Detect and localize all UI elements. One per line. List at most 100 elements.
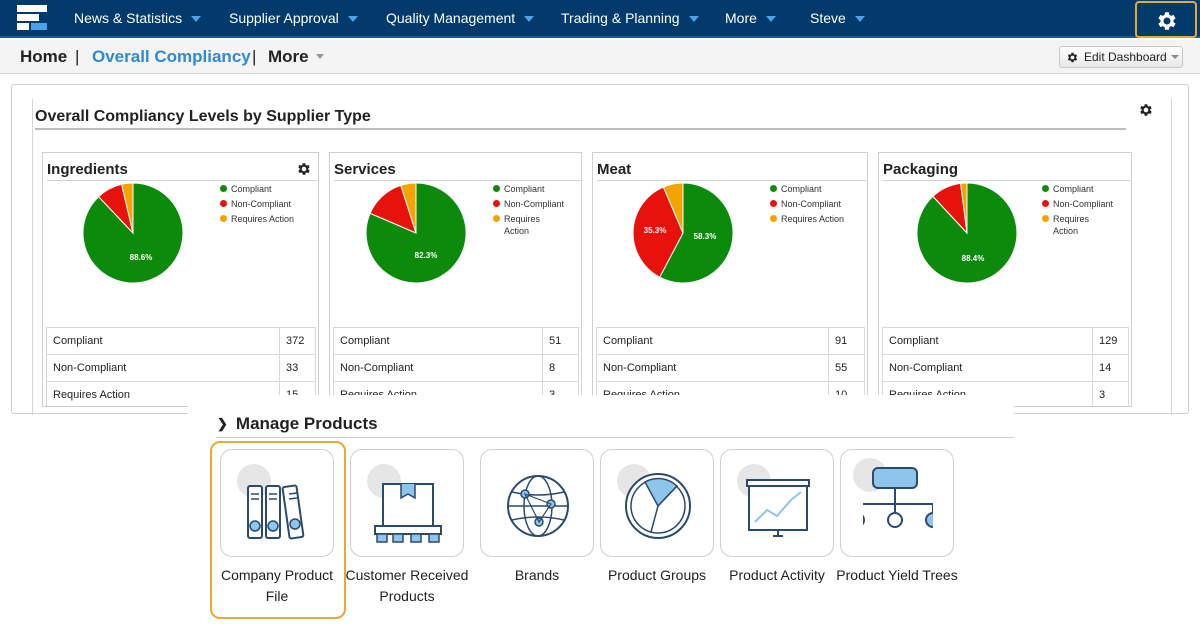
nav-label: Quality Management (386, 10, 516, 26)
chevron-down-icon (524, 16, 535, 22)
chevron-down-icon (191, 16, 202, 22)
legend-label: Compliant (504, 184, 545, 194)
nav-item-trading-planning[interactable]: Trading & Planning (561, 0, 699, 38)
chevron-down-icon (765, 16, 776, 22)
table-cell-value: 14 (1092, 354, 1129, 382)
nav-label: Supplier Approval (229, 10, 339, 26)
pie-chart-meat: 58.3% 35.3% (632, 182, 734, 284)
legend-label: Non-Compliant (1053, 199, 1114, 209)
compliance-card-meat: Meat 58.3% 35.3% Compliant Non-Compliant… (592, 152, 868, 407)
legend-item-compliant: Compliant (493, 183, 564, 195)
card-title: Ingredients (47, 161, 128, 178)
divider (47, 180, 317, 181)
table-cell-label: Compliant (596, 327, 829, 355)
nav-item-user-menu[interactable]: Steve (810, 0, 865, 38)
table-row: Non-Compliant 8 (333, 354, 579, 382)
tile-label-product-activity[interactable]: Product Activity (729, 567, 825, 583)
table-row: Compliant 51 (333, 327, 579, 355)
pie-label-compliant: 88.4% (962, 254, 985, 263)
breadcrumb-current-link[interactable]: Overall Compliancy (92, 47, 251, 66)
breadcrumb-more-label: More (268, 47, 309, 66)
tile-label-brands[interactable]: Brands (514, 567, 560, 583)
divider (334, 180, 580, 181)
legend-dot (770, 185, 777, 192)
table-row: Compliant 91 (596, 327, 865, 355)
app-logo-icon[interactable] (17, 3, 49, 35)
card-title: Packaging (883, 161, 959, 178)
table-cell-value: 3 (1092, 381, 1129, 406)
tile-product-yield-trees[interactable] (840, 449, 954, 557)
pie-chart-icon (625, 473, 691, 539)
legend-item-non-compliant: Non-Compliant (220, 198, 294, 210)
edit-dashboard-label: Edit Dashboard (1084, 50, 1167, 64)
chevron-right-icon: ❯ (217, 416, 228, 431)
legend-dot (493, 200, 500, 207)
tile-label-product-yield-trees[interactable]: Product Yield Trees (836, 567, 958, 583)
legend-label: Requires Action (504, 214, 541, 236)
nav-label: Steve (810, 10, 846, 26)
chevron-down-icon (1170, 55, 1179, 59)
legend-label: Requires Action (781, 214, 845, 224)
table-cell-label: Compliant (46, 327, 280, 355)
nav-item-news-statistics[interactable]: News & Statistics (74, 0, 202, 38)
pie-label-compliant: 88.6% (130, 253, 153, 262)
divider (883, 180, 1130, 181)
card-settings-gear-icon[interactable] (296, 161, 312, 177)
table-row: Non-Compliant 14 (882, 354, 1129, 382)
section-title: Manage Products (235, 414, 378, 433)
breadcrumb-more-dropdown[interactable]: More (268, 47, 324, 67)
binders-icon (247, 484, 305, 540)
nav-item-more[interactable]: More (725, 0, 776, 38)
table-cell-label: Requires Action (46, 381, 280, 406)
legend-item-compliant: Compliant (1042, 183, 1113, 195)
pie-slice-requires-action (662, 182, 684, 234)
edit-dashboard-button[interactable]: Edit Dashboard (1059, 46, 1183, 68)
legend-item-requires-action: Requires Action (493, 213, 553, 237)
tile-product-activity[interactable] (720, 449, 834, 557)
chart-legend: Compliant Non-Compliant Requires Action (493, 183, 564, 240)
pie-slice-requires-action (960, 182, 968, 234)
tile-label-product-groups[interactable]: Product Groups (607, 567, 707, 583)
legend-dot (1042, 215, 1049, 222)
legend-item-requires-action: Requires Action (770, 213, 844, 225)
legend-label: Requires Action (231, 214, 295, 224)
breadcrumb: Home | Overall Compliancy | More Edit Da… (0, 40, 1200, 74)
nav-item-supplier-approval[interactable]: Supplier Approval (229, 0, 358, 38)
table-row: Compliant 372 (46, 327, 316, 355)
hierarchy-icon (863, 467, 933, 528)
pie-chart-ingredients: 88.6% (82, 182, 184, 284)
legend-dot (220, 215, 227, 222)
tile-brands[interactable] (480, 449, 594, 557)
pie-chart-services: 82.3% (365, 182, 467, 284)
pie-chart-packaging: 88.4% (916, 182, 1018, 284)
legend-item-requires-action: Requires Action (1042, 213, 1102, 237)
legend-dot (770, 215, 777, 222)
focus-highlight-outline (210, 441, 346, 619)
legend-item-non-compliant: Non-Compliant (1042, 198, 1113, 210)
tile-label-company-product-file[interactable]: Company Product File (220, 567, 334, 604)
table-row: Non-Compliant 55 (596, 354, 865, 382)
pie-slice-requires-action (400, 182, 417, 234)
pie-slice-requires-action (120, 182, 134, 234)
legend-label: Requires Action (1053, 214, 1090, 236)
manage-products-header[interactable]: ❯ Manage Products (217, 414, 378, 434)
tile-company-product-file[interactable] (220, 449, 334, 557)
compliance-card-packaging: Packaging 88.4% Compliant Non-Compliant … (878, 152, 1132, 407)
breadcrumb-separator: | (75, 47, 80, 66)
settings-button[interactable] (1135, 1, 1197, 38)
tile-customer-received-products[interactable] (350, 449, 464, 557)
box-pallet-icon (374, 483, 442, 543)
legend-label: Non-Compliant (781, 199, 842, 209)
nav-item-quality-management[interactable]: Quality Management (386, 0, 535, 38)
nav-label: News & Statistics (74, 10, 183, 26)
breadcrumb-home-link[interactable]: Home (20, 47, 68, 66)
table-cell-value: 33 (279, 354, 316, 382)
widget-settings-gear-icon[interactable] (1138, 102, 1154, 118)
divider (597, 180, 866, 181)
table-cell-label: Non-Compliant (596, 354, 829, 382)
table-row: Non-Compliant 33 (46, 354, 316, 382)
tile-product-groups[interactable] (600, 449, 714, 557)
pie-label-non-compliant: 35.3% (644, 226, 667, 235)
presentation-chart-icon (746, 479, 810, 537)
tile-label-customer-received-products[interactable]: Customer Received Products (345, 567, 469, 604)
